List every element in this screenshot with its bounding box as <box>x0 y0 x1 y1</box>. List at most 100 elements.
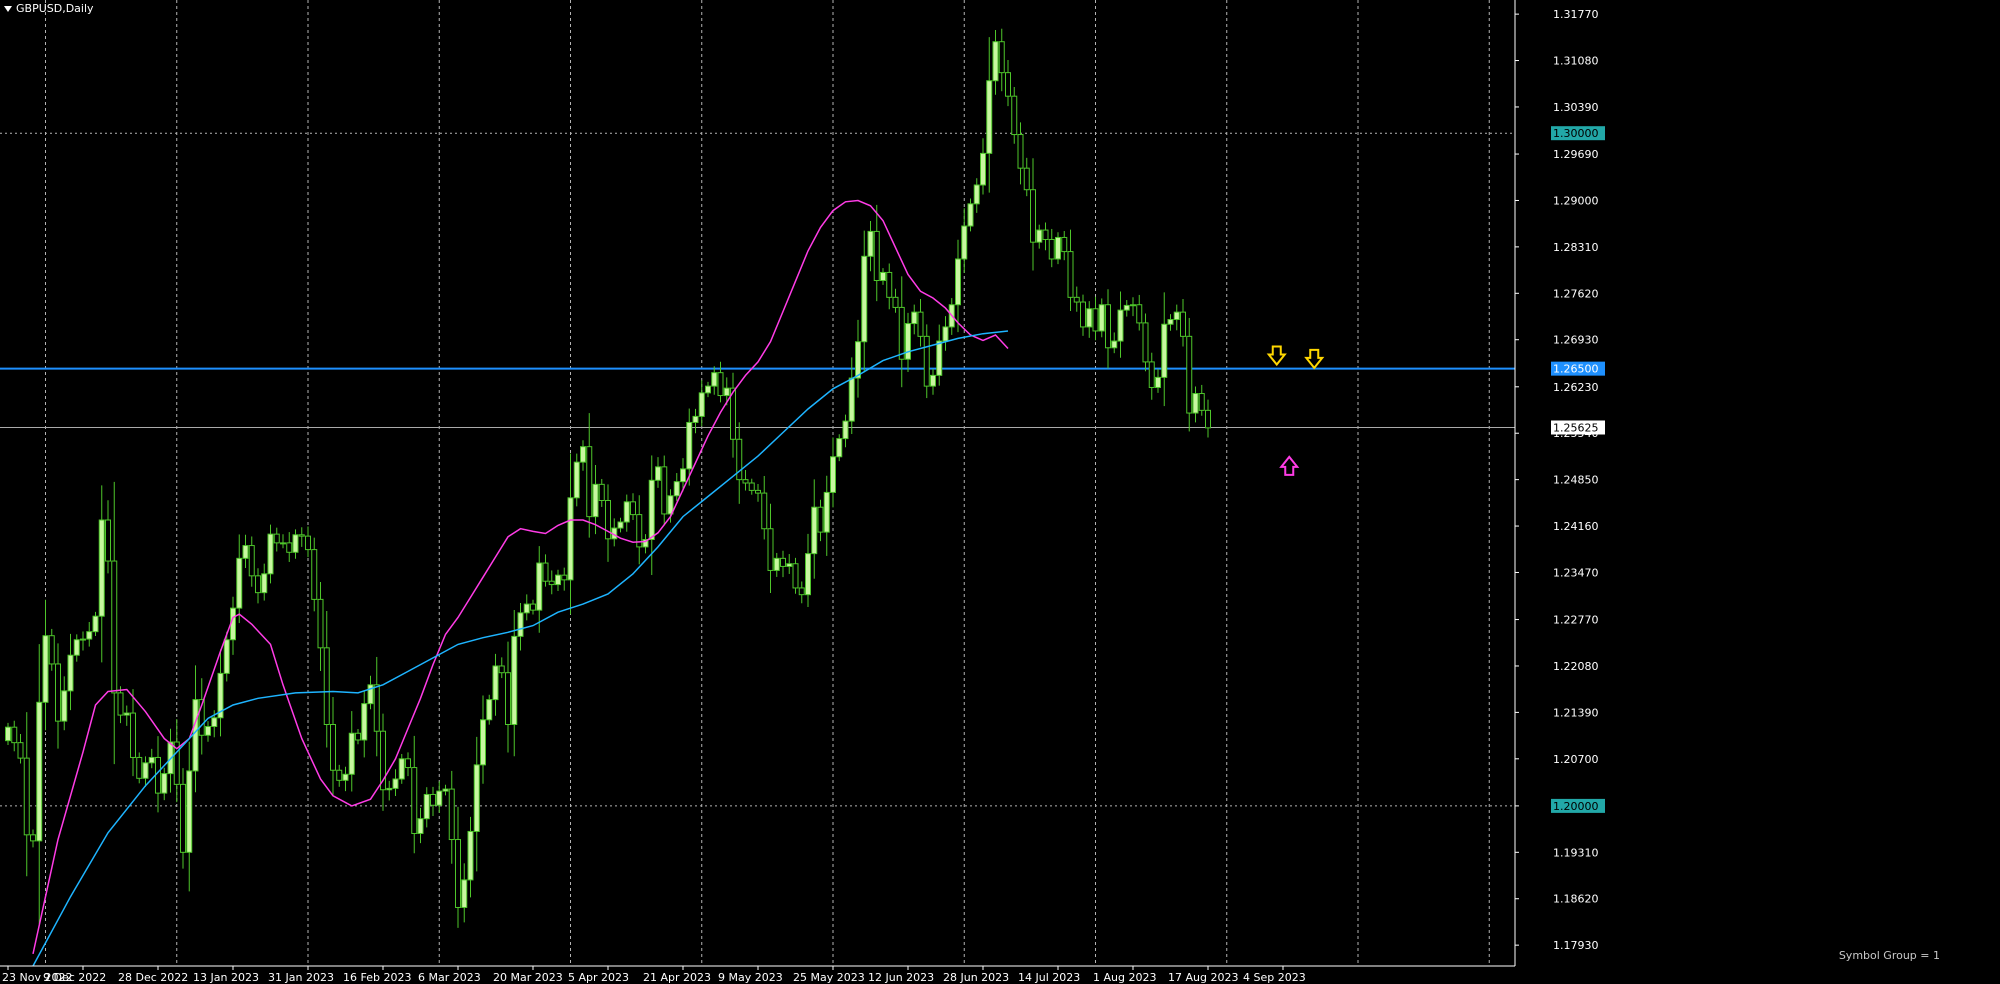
candle-body[interactable] <box>705 385 711 394</box>
candle-body[interactable] <box>961 225 968 260</box>
candle-body[interactable] <box>561 574 568 581</box>
candle-body[interactable] <box>1173 311 1180 321</box>
candle-body[interactable] <box>217 672 224 719</box>
candle-body[interactable] <box>11 726 18 744</box>
candle-body[interactable] <box>92 615 99 633</box>
candle-body[interactable] <box>455 839 461 908</box>
candle-body[interactable] <box>811 506 818 555</box>
candle-body[interactable] <box>786 563 793 567</box>
candle-body[interactable] <box>873 230 880 282</box>
candle-body[interactable] <box>223 639 230 674</box>
candle-body[interactable] <box>586 446 593 518</box>
candle-body[interactable] <box>880 271 886 282</box>
candle-body[interactable] <box>1055 236 1061 260</box>
candle-body[interactable] <box>848 377 855 422</box>
candle-body[interactable] <box>592 483 599 518</box>
candle-body[interactable] <box>855 341 861 379</box>
candle-body[interactable] <box>1011 95 1018 136</box>
candle-body[interactable] <box>698 392 705 417</box>
candle-body[interactable] <box>398 758 405 780</box>
candle-body[interactable] <box>292 534 299 553</box>
candle-body[interactable] <box>30 834 36 842</box>
candle-body[interactable] <box>1073 296 1080 303</box>
candle-body[interactable] <box>198 699 205 736</box>
candle-body[interactable] <box>830 456 836 493</box>
candle-body[interactable] <box>1017 134 1024 169</box>
candle-body[interactable] <box>430 793 436 806</box>
candle-body[interactable] <box>967 203 974 227</box>
candle-body[interactable] <box>780 557 786 567</box>
candle-body[interactable] <box>986 80 993 154</box>
candle-body[interactable] <box>186 770 193 853</box>
sell-arrow-icon[interactable] <box>1304 348 1325 370</box>
candle-body[interactable] <box>298 534 305 537</box>
candle-body[interactable] <box>923 335 930 387</box>
candle-body[interactable] <box>548 580 555 586</box>
candle-body[interactable] <box>280 542 286 545</box>
symbol-title[interactable]: GBPUSD,Daily <box>4 2 94 15</box>
candle-body[interactable] <box>723 387 730 397</box>
candle-body[interactable] <box>255 575 261 594</box>
candle-body[interactable] <box>523 603 530 614</box>
candle-body[interactable] <box>267 533 274 575</box>
candle-body[interactable] <box>792 563 799 589</box>
candle-body[interactable] <box>136 756 143 779</box>
candle-body[interactable] <box>911 311 918 325</box>
candle-body[interactable] <box>355 732 361 741</box>
candle-body[interactable] <box>248 545 255 577</box>
candle-body[interactable] <box>773 557 780 571</box>
candle-body[interactable] <box>342 773 349 781</box>
candle-body[interactable] <box>317 598 324 649</box>
candle-body[interactable] <box>573 461 580 499</box>
candle-body[interactable] <box>1142 322 1149 363</box>
candle-body[interactable] <box>117 692 124 716</box>
candle-body[interactable] <box>617 521 624 529</box>
candle-body[interactable] <box>605 499 611 540</box>
candle-body[interactable] <box>898 306 905 360</box>
candle-body[interactable] <box>1005 72 1011 97</box>
candle-body[interactable] <box>580 446 586 463</box>
candle-body[interactable] <box>1180 311 1186 337</box>
candle-body[interactable] <box>942 326 949 342</box>
candle-body[interactable] <box>973 184 980 205</box>
candle-body[interactable] <box>236 557 243 609</box>
candle-body[interactable] <box>486 699 493 721</box>
candle-body[interactable] <box>23 757 30 836</box>
candle-body[interactable] <box>461 879 468 908</box>
candle-body[interactable] <box>498 665 505 674</box>
candle-body[interactable] <box>680 468 686 483</box>
sell-arrow-icon[interactable] <box>1266 345 1287 367</box>
candle-body[interactable] <box>817 506 824 533</box>
candle-body[interactable] <box>505 672 511 726</box>
candle-body[interactable] <box>623 501 630 523</box>
candle-body[interactable] <box>348 732 355 775</box>
candle-body[interactable] <box>86 631 93 640</box>
candle-body[interactable] <box>1067 251 1074 298</box>
candle-body[interactable] <box>636 514 643 548</box>
candle-body[interactable] <box>930 374 936 387</box>
candle-body[interactable] <box>536 562 543 611</box>
candle-body[interactable] <box>161 773 168 794</box>
candle-body[interactable] <box>1205 409 1211 429</box>
candle-body[interactable] <box>17 742 24 759</box>
candle-body[interactable] <box>917 311 924 337</box>
candle-body[interactable] <box>273 533 280 544</box>
candle-body[interactable] <box>542 562 549 582</box>
candle-body[interactable] <box>1167 319 1174 325</box>
candle-body[interactable] <box>1123 304 1130 311</box>
candle-body[interactable] <box>1042 229 1049 240</box>
candle-body[interactable] <box>892 296 899 308</box>
candle-body[interactable] <box>1023 167 1030 191</box>
dropdown-triangle-icon[interactable] <box>4 5 12 12</box>
candle-body[interactable] <box>1111 340 1118 349</box>
candle-body[interactable] <box>842 420 849 440</box>
candle-body[interactable] <box>673 481 680 497</box>
candle-body[interactable] <box>130 712 136 758</box>
candle-body[interactable] <box>630 501 636 516</box>
candle-body[interactable] <box>1048 238 1055 260</box>
candle-body[interactable] <box>55 663 61 722</box>
candle-body[interactable] <box>1030 189 1036 243</box>
candle-body[interactable] <box>648 479 655 541</box>
candle-body[interactable] <box>473 764 480 832</box>
